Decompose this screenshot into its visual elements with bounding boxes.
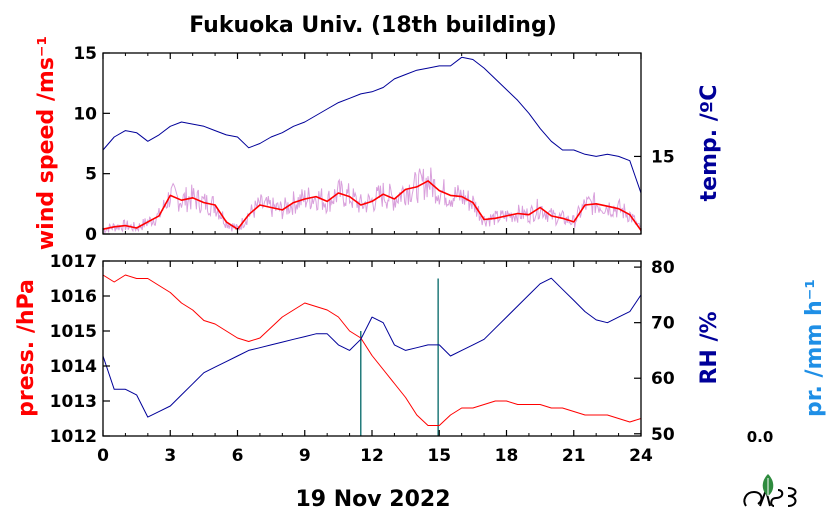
y-tick-label: 1014 [50, 357, 97, 377]
pressure-line [102, 274, 642, 426]
x-tick-label: 24 [629, 446, 653, 466]
x-tick-label: 12 [360, 446, 384, 466]
y-tick-label: 1017 [50, 252, 97, 272]
rh-axis-label: RH /% [697, 311, 722, 384]
x-tick-label: 6 [232, 446, 244, 466]
x-axis-label: 19 Nov 2022 [295, 487, 450, 512]
top-panel-frame [102, 52, 642, 235]
bottom-x-ticks: 0 3 6 9 12 15 18 21 24 [97, 261, 653, 466]
x-tick-label: 0 [97, 446, 109, 466]
temp-axis-ticks: 15 [634, 147, 675, 167]
y-tick-label: 5 [85, 165, 97, 185]
y-tick-label: 1013 [50, 392, 97, 412]
pressure-axis-label: press. /hPa [14, 279, 39, 417]
x-tick-label: 15 [427, 446, 451, 466]
y-tick-label: 0 [85, 225, 97, 245]
x-tick-label: 18 [495, 446, 519, 466]
wind-raw-line [102, 167, 641, 235]
precip-axis-label: pr. /mm h⁻¹ [802, 279, 827, 417]
y-tick-label: 15 [73, 44, 97, 64]
y-tick-label: 70 [651, 314, 675, 334]
temp-line [102, 56, 642, 194]
rh-axis-ticks: 50 60 70 80 [634, 258, 675, 445]
top-plot-area [102, 56, 642, 235]
top-panel: 0 5 10 15 15 wind speed /ms⁻¹ temp. /ºC [34, 36, 722, 250]
y-tick-label: 10 [73, 104, 97, 124]
wind-axis-label: wind speed /ms⁻¹ [34, 36, 59, 250]
wind-axis-ticks: 0 5 10 15 [73, 44, 110, 245]
x-tick-label: 3 [164, 446, 176, 466]
top-x-ticks [102, 53, 642, 234]
pressure-axis-ticks: 1012 1013 1014 1015 1016 1017 [50, 252, 110, 447]
bottom-plot-area [102, 274, 642, 436]
y-tick-label: 1016 [50, 287, 97, 307]
chart-title: Fukuoka Univ. (18th building) [189, 13, 557, 38]
rh-line [102, 277, 642, 418]
precip-value-label: 0.0 [747, 428, 774, 446]
temp-axis-label: temp. /ºC [697, 85, 722, 202]
wind-avg-line [102, 180, 642, 231]
y-tick-label: 80 [651, 258, 675, 278]
y-tick-label: 15 [651, 147, 675, 167]
y-tick-label: 50 [651, 425, 675, 445]
y-tick-label: 1012 [50, 427, 97, 447]
y-tick-label: 1015 [50, 322, 97, 342]
x-tick-label: 9 [299, 446, 311, 466]
bottom-panel: 0 3 6 9 12 15 18 21 24 101210131014101510161017 … [14, 252, 827, 466]
x-tick-label: 21 [562, 446, 586, 466]
institute-logo [743, 474, 797, 507]
y-tick-label: 60 [651, 369, 675, 389]
